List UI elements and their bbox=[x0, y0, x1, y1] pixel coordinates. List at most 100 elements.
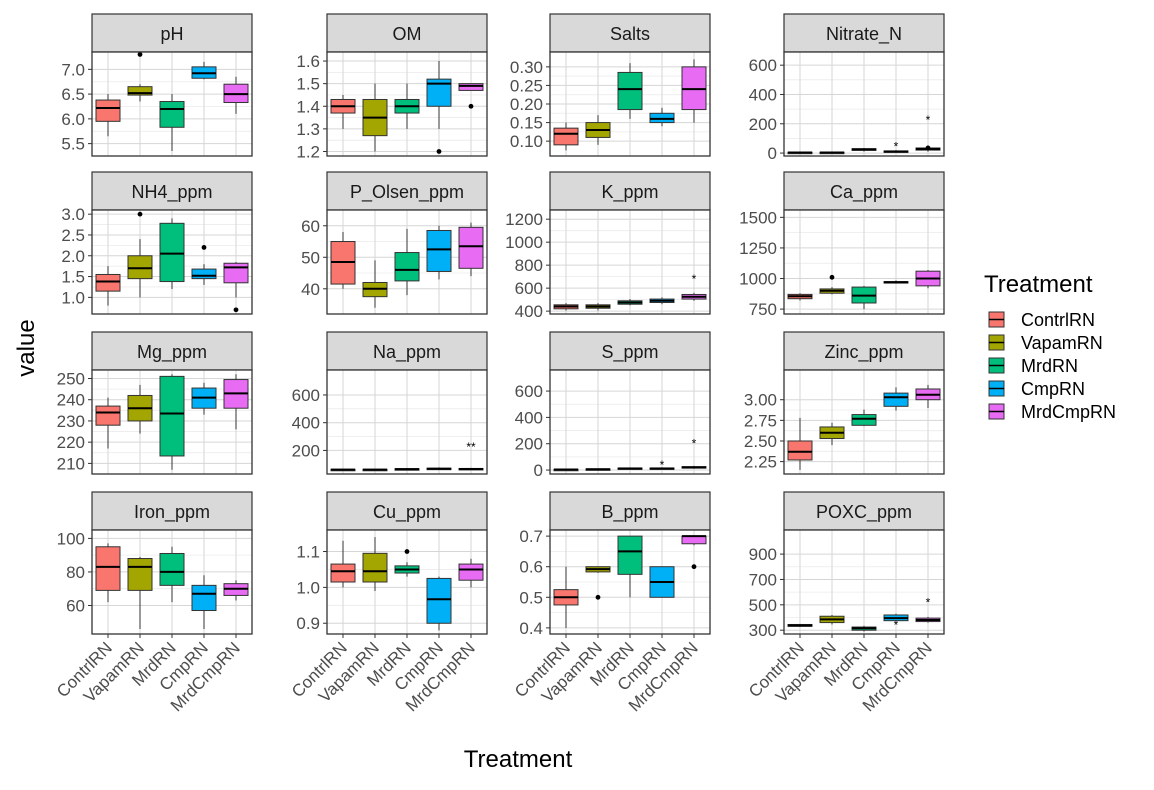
outlier-point bbox=[137, 211, 143, 217]
panel-border bbox=[326, 51, 488, 157]
box-VapamRN bbox=[585, 115, 611, 145]
facet-panel-salts: Salts 0.100.150.200.250.30 bbox=[510, 13, 711, 157]
y-tick-label: 900 bbox=[749, 545, 777, 564]
facet-panel-nitrate-n: Nitrate_N 0 200 400 600 * * bbox=[749, 13, 945, 163]
facet-title: Mg_ppm bbox=[137, 342, 207, 363]
box-CmpRN bbox=[649, 107, 675, 127]
y-tick-label: 1250 bbox=[739, 239, 777, 258]
box-MrdRN bbox=[394, 228, 420, 296]
significance-annotation: * bbox=[692, 437, 697, 451]
box-iqr bbox=[330, 563, 356, 583]
box-MrdCmpRN bbox=[681, 59, 707, 123]
y-tick-label: 600 bbox=[292, 386, 320, 405]
y-tick-label: 0 bbox=[534, 461, 543, 480]
facet-panel-k-ppm: K_ppm 400 600 800 1000 1200 * bbox=[505, 171, 711, 321]
box-ContrlRN bbox=[95, 94, 121, 137]
significance-annotation: * bbox=[894, 139, 899, 153]
legend-item-VapamRN: VapamRN bbox=[988, 333, 1103, 353]
significance-annotation: * bbox=[926, 595, 931, 609]
box-MrdRN bbox=[159, 218, 185, 290]
facet-panel-ph: pH 5.5 6.0 6.5 7.0 bbox=[61, 13, 253, 157]
y-tick-label: 200 bbox=[515, 435, 543, 454]
box-VapamRN bbox=[585, 566, 611, 600]
box-iqr bbox=[223, 262, 249, 284]
box-VapamRN bbox=[819, 274, 845, 295]
y-tick-label: 0.20 bbox=[510, 95, 543, 114]
legend-label: VapamRN bbox=[1021, 333, 1103, 353]
box-CmpRN bbox=[649, 467, 675, 470]
box-MrdCmpRN bbox=[223, 76, 249, 114]
legend: Treatment ContrlRN VapamRN MrdRN CmpRN MrdCm… bbox=[984, 271, 1116, 422]
box-MrdRN bbox=[159, 94, 185, 152]
facet-title: NH4_ppm bbox=[131, 182, 212, 203]
box-MrdCmpRN bbox=[458, 467, 484, 471]
box-iqr bbox=[426, 577, 452, 624]
facet-panel-ca-ppm: Ca_ppm 750 1000 1250 1500 bbox=[739, 171, 945, 319]
y-tick-label: 50 bbox=[301, 248, 320, 267]
box-ContrlRN bbox=[330, 94, 356, 129]
y-tick-label: 40 bbox=[301, 280, 320, 299]
box-iqr bbox=[394, 252, 420, 282]
facet-title: Iron_ppm bbox=[134, 502, 210, 523]
facet-panels: pH 5.5 6.0 6.5 7.0 OM 1.2 1.3 1.4 1.5 1.6 Salts 0.10… bbox=[53, 13, 945, 715]
box-MrdCmpRN bbox=[223, 580, 249, 601]
box-iqr bbox=[95, 546, 121, 591]
y-tick-label: 0.4 bbox=[519, 619, 543, 638]
y-tick-label: 750 bbox=[749, 300, 777, 319]
y-tick-label: 400 bbox=[749, 85, 777, 104]
box-iqr bbox=[851, 414, 877, 426]
y-tick-label: 80 bbox=[66, 563, 85, 582]
box-iqr bbox=[95, 273, 121, 292]
outlier-point bbox=[595, 594, 601, 600]
facet-panel-b-ppm: B_ppm0.40.50.60.7ContrlRNVapamRNMrdRNCmp… bbox=[511, 491, 711, 715]
significance-annotation: * bbox=[692, 272, 697, 286]
y-tick-label: 230 bbox=[57, 412, 85, 431]
y-tick-label: 1.2 bbox=[296, 142, 320, 161]
box-ContrlRN bbox=[787, 417, 813, 470]
legend-item-MrdRN: MrdRN bbox=[988, 356, 1078, 376]
facet-strip bbox=[549, 13, 711, 53]
outlier-point bbox=[691, 564, 697, 570]
box-iqr bbox=[159, 101, 185, 128]
y-tick-label: 400 bbox=[515, 408, 543, 427]
y-tick-label: 500 bbox=[749, 596, 777, 615]
box-iqr bbox=[617, 71, 643, 111]
outlier-point bbox=[201, 245, 207, 250]
y-tick-label: 0.10 bbox=[510, 132, 543, 151]
y-tick-label: 0.5 bbox=[519, 588, 543, 607]
box-MrdCmpRN bbox=[681, 292, 707, 301]
box-ContrlRN bbox=[787, 623, 813, 628]
box-iqr bbox=[681, 535, 707, 545]
y-tick-label: 3.00 bbox=[744, 391, 777, 410]
box-CmpRN bbox=[191, 245, 217, 285]
y-tick-label: 0 bbox=[768, 144, 777, 163]
facet-title: K_ppm bbox=[601, 182, 658, 203]
facet-panel-s-ppm: S_ppm 0 200 400 600 * * bbox=[515, 331, 711, 480]
box-CmpRN bbox=[426, 467, 452, 471]
box-iqr bbox=[787, 440, 813, 461]
y-tick-label: 1.1 bbox=[296, 543, 320, 562]
y-tick-label: 0.25 bbox=[510, 76, 543, 95]
outlier-point bbox=[436, 149, 442, 154]
facet-strip bbox=[783, 171, 945, 211]
y-tick-label: 5.5 bbox=[61, 135, 85, 154]
y-tick-label: 2.75 bbox=[744, 411, 777, 430]
box-MrdRN bbox=[617, 299, 643, 306]
box-CmpRN bbox=[191, 382, 217, 415]
y-tick-label: 1.0 bbox=[61, 288, 85, 307]
box-CmpRN bbox=[426, 576, 452, 631]
box-ContrlRN bbox=[553, 468, 579, 472]
y-tick-label: 1.3 bbox=[296, 120, 320, 139]
y-tick-label: 100 bbox=[57, 529, 85, 548]
box-iqr bbox=[95, 405, 121, 426]
box-MrdRN bbox=[394, 549, 420, 577]
y-tick-label: 1500 bbox=[739, 208, 777, 227]
box-VapamRN bbox=[362, 468, 388, 472]
facet-strip bbox=[326, 13, 488, 53]
box-VapamRN bbox=[127, 52, 153, 102]
panel-border bbox=[326, 369, 488, 475]
significance-annotation: * bbox=[660, 458, 665, 472]
y-tick-label: 2.0 bbox=[61, 247, 85, 266]
facet-panel-na-ppm: Na_ppm 200 400 600 ** bbox=[292, 331, 488, 475]
box-MrdRN bbox=[159, 374, 185, 470]
